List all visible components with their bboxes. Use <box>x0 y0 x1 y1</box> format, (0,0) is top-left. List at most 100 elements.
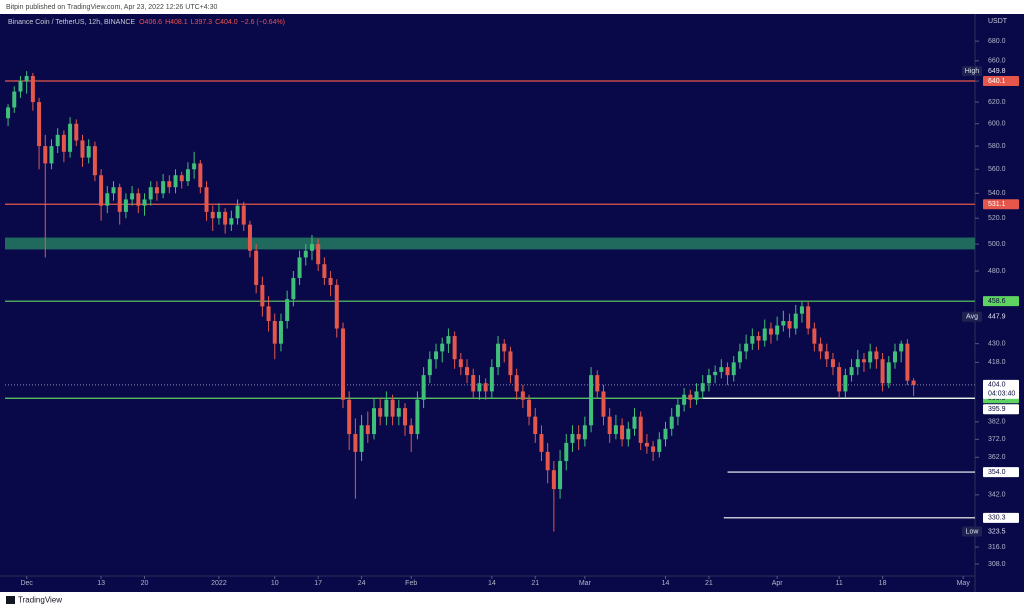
ohlc: L397.3 <box>191 19 213 26</box>
candle-body <box>632 416 637 429</box>
candle-body <box>43 146 48 164</box>
candle-body <box>285 299 290 322</box>
x-tick-label: 13 <box>97 580 105 587</box>
candle-body <box>682 394 687 405</box>
candle-body <box>675 404 680 417</box>
x-tick-label: Apr <box>772 580 784 587</box>
candle-body <box>601 391 606 417</box>
y-tick-label: 540.0 <box>988 190 1006 197</box>
candle-body <box>403 408 408 426</box>
candle-body <box>161 181 166 194</box>
y-tick-label: 600.0 <box>988 121 1006 128</box>
candle-body <box>123 199 128 212</box>
candle-body <box>247 224 252 251</box>
candle-body <box>440 343 445 352</box>
candle-body <box>415 399 420 435</box>
candle-body <box>371 408 376 435</box>
currency: USDT <box>988 18 1008 25</box>
y-tick-label: 316.0 <box>988 544 1006 551</box>
candle-body <box>12 91 17 108</box>
x-tick-label: 14 <box>662 580 670 587</box>
x-tick-label: 24 <box>358 580 366 587</box>
candle-body <box>37 102 42 147</box>
candle-body <box>359 425 364 452</box>
candle-body <box>167 181 172 188</box>
candle-body <box>787 321 792 329</box>
candle-body <box>266 306 271 322</box>
chart-area <box>0 14 1024 592</box>
candle-body <box>545 451 550 471</box>
publisher: Bitpin published on TradingView.com, Apr… <box>6 4 217 11</box>
y-tick-label: 430.0 <box>988 341 1006 348</box>
y-tick-label: 560.0 <box>988 166 1006 173</box>
level-label: 458.6 <box>988 298 1006 305</box>
candle-body <box>762 328 767 341</box>
candle-body <box>737 351 742 363</box>
candle-body <box>781 321 786 326</box>
y-tick-label: 372.0 <box>988 436 1006 443</box>
ohlc: C404.0 <box>215 19 238 26</box>
y-tick-label: 480.0 <box>988 268 1006 275</box>
candle-body <box>148 187 153 200</box>
candle-body <box>198 163 203 188</box>
x-tick-label: Mar <box>579 580 592 587</box>
candle-body <box>874 351 879 360</box>
candle-body <box>99 175 104 206</box>
candle-body <box>471 375 476 392</box>
x-tick-label: Feb <box>405 580 417 587</box>
x-tick-label: 18 <box>879 580 887 587</box>
candle-body <box>849 367 854 376</box>
candle-body <box>837 367 842 392</box>
candle-body <box>291 277 296 300</box>
x-tick-label: 21 <box>705 580 713 587</box>
y-tick-label: 580.0 <box>988 143 1006 150</box>
candle-body <box>725 367 730 376</box>
stat-value: 447.9 <box>988 314 1006 321</box>
zone <box>5 237 975 250</box>
candle-body <box>508 351 513 376</box>
candle-body <box>706 375 711 384</box>
y-tick-label: 660.0 <box>988 58 1006 65</box>
candle-body <box>539 434 544 452</box>
candle-body <box>322 264 327 278</box>
level-label-box <box>983 76 1019 87</box>
candle-body <box>30 75 35 103</box>
stat-name: Avg <box>966 314 978 321</box>
candle-body <box>496 343 501 368</box>
candle-body <box>24 75 29 82</box>
candle-body <box>179 175 184 182</box>
candle-body <box>750 336 755 344</box>
candle-body <box>92 146 97 176</box>
candle-body <box>229 218 234 225</box>
candle-body <box>768 328 773 335</box>
candle-body <box>607 416 612 435</box>
y-tick-label: 620.0 <box>988 99 1006 106</box>
candle-body <box>223 211 228 225</box>
candle-body <box>446 336 451 344</box>
candle-body <box>489 367 494 392</box>
candle-body <box>384 399 389 417</box>
x-tick-label: 2022 <box>211 580 227 587</box>
candle-body <box>254 250 259 285</box>
candle-body <box>868 351 873 363</box>
candle-body <box>595 375 600 392</box>
candle-body <box>806 306 811 329</box>
candle-body <box>570 434 575 443</box>
stat-value: 323.5 <box>988 528 1006 535</box>
candle-body <box>316 244 321 265</box>
candle-body <box>68 123 73 152</box>
candle-body <box>272 321 277 344</box>
candle-body <box>861 359 866 363</box>
candle-body <box>886 362 891 384</box>
candle-body <box>905 343 910 381</box>
candle-body <box>818 343 823 352</box>
candle-body <box>328 277 333 285</box>
logo <box>6 596 15 604</box>
candle-body <box>427 359 432 376</box>
candle-body <box>241 205 246 225</box>
candle-body <box>347 399 352 435</box>
level-label-box <box>983 199 1019 210</box>
candle-body <box>775 325 780 335</box>
candle-body <box>130 193 135 200</box>
chart-header: Binance Coin / TetherUS, 12h, BINANCE O40… <box>8 19 285 26</box>
